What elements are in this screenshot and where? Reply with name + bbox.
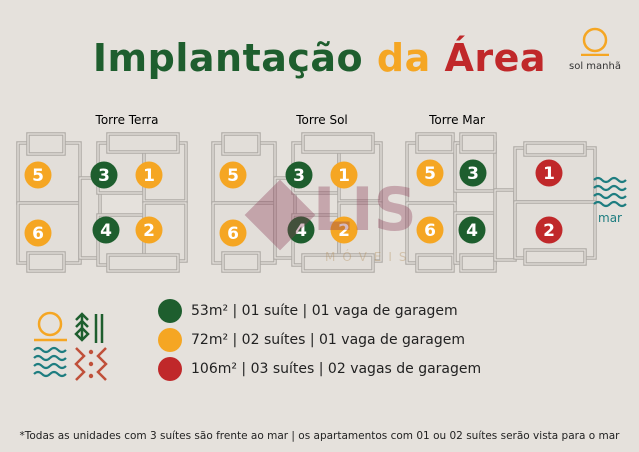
- sun-label: sol manhã: [569, 61, 621, 72]
- unit-terra-5: 5: [24, 161, 52, 189]
- unit-terra-3: 3: [90, 161, 118, 189]
- unit-mar-6: 6: [416, 216, 444, 244]
- unit-sol-1: 1: [330, 161, 358, 189]
- plan-wall: [302, 133, 374, 153]
- unit-sol-2: 2: [330, 216, 358, 244]
- legend-item-72m2: 72m² | 02 suítes | 01 vaga de garagem: [158, 328, 465, 352]
- svg-text:2: 2: [143, 221, 155, 241]
- pattern-icon: [74, 347, 108, 381]
- legend-dot-red: [158, 357, 182, 381]
- plan-wall: [107, 133, 179, 153]
- svg-text:1: 1: [143, 166, 155, 186]
- plan-wall: [460, 133, 496, 153]
- plan-wall: [106, 132, 180, 154]
- svg-text:5: 5: [227, 166, 239, 186]
- legend-dot-green: [158, 299, 182, 323]
- unit-terra-6: 6: [24, 219, 52, 247]
- plan-wall: [416, 133, 454, 153]
- site-plan: 5 3 1 6 4 2 5 3 1 6 4 2 5 3 1 6 4 2: [16, 132, 597, 273]
- tower-label-terra: Torre Terra: [95, 113, 159, 127]
- tower-label-mar: Torre Mar: [429, 113, 485, 127]
- legend-item-53m2: 53m² | 01 suíte | 01 vaga de garagem: [158, 299, 458, 323]
- svg-text:1: 1: [543, 164, 555, 184]
- plan-wall: [107, 254, 179, 272]
- svg-text:4: 4: [295, 221, 307, 241]
- svg-text:3: 3: [293, 166, 305, 186]
- svg-text:2: 2: [543, 221, 555, 241]
- plan-wall: [524, 249, 586, 265]
- unit-terra-1: 1: [135, 161, 163, 189]
- plan-wall: [222, 252, 260, 272]
- unit-sol-3: 3: [285, 161, 313, 189]
- unit-sol-5: 5: [219, 161, 247, 189]
- svg-text:2: 2: [338, 221, 350, 241]
- plan-wall: [415, 132, 455, 154]
- watermark-logo: LIS MÓVEIS: [244, 179, 425, 270]
- brand-icons: [33, 311, 108, 381]
- svg-text:6: 6: [424, 221, 436, 241]
- sun-icon: [581, 27, 609, 56]
- plan-wall: [524, 142, 586, 156]
- plan-wall: [416, 254, 454, 272]
- svg-text:6: 6: [227, 224, 239, 244]
- legend-item-106m2: 106m² | 03 suítes | 02 vagas de garagem: [158, 357, 481, 381]
- tower-label-sol: Torre Sol: [296, 113, 348, 127]
- plan-wall: [26, 132, 66, 156]
- plan-wall: [460, 254, 496, 272]
- svg-text:4: 4: [466, 221, 478, 241]
- footnote: *Todas as unidades com 3 suítes são fren…: [19, 430, 620, 442]
- plan-wall: [106, 253, 180, 273]
- plan-wall: [26, 251, 66, 273]
- plan-wall: [27, 133, 65, 155]
- sea-label: mar: [598, 211, 622, 225]
- plan-wall: [523, 248, 587, 266]
- plan-wall: [301, 132, 375, 154]
- plan-wall: [221, 251, 261, 273]
- unit-terra-2: 2: [135, 216, 163, 244]
- plan-wall: [523, 141, 587, 157]
- unit-mar-1: 1: [535, 159, 563, 187]
- unit-sol-4: 4: [287, 216, 315, 244]
- sun-icon: [37, 311, 63, 337]
- svg-text:5: 5: [32, 166, 44, 186]
- waves-icon: [593, 176, 627, 208]
- svg-text:3: 3: [98, 166, 110, 186]
- unit-mar-2: 2: [535, 216, 563, 244]
- waves-icon: [33, 346, 67, 378]
- svg-text:3: 3: [467, 164, 479, 184]
- plan-wall: [493, 188, 517, 262]
- unit-mar-5: 5: [416, 159, 444, 187]
- plan-wall: [459, 132, 497, 154]
- unit-terra-4: 4: [92, 216, 120, 244]
- plan-wall: [221, 132, 261, 156]
- unit-sol-6: 6: [219, 219, 247, 247]
- svg-text:4: 4: [100, 221, 112, 241]
- tree-icon: [74, 312, 104, 343]
- svg-text:6: 6: [32, 224, 44, 244]
- unit-mar-3: 3: [459, 159, 487, 187]
- plan-wall: [222, 133, 260, 155]
- plan-wall: [27, 252, 65, 272]
- unit-mar-4: 4: [458, 216, 486, 244]
- plan-wall: [302, 254, 374, 272]
- svg-text:5: 5: [424, 164, 436, 184]
- svg-text:1: 1: [338, 166, 350, 186]
- page-title: Implantação da Área: [92, 36, 547, 80]
- legend-dot-orange: [158, 328, 182, 352]
- plan-wall: [459, 253, 497, 273]
